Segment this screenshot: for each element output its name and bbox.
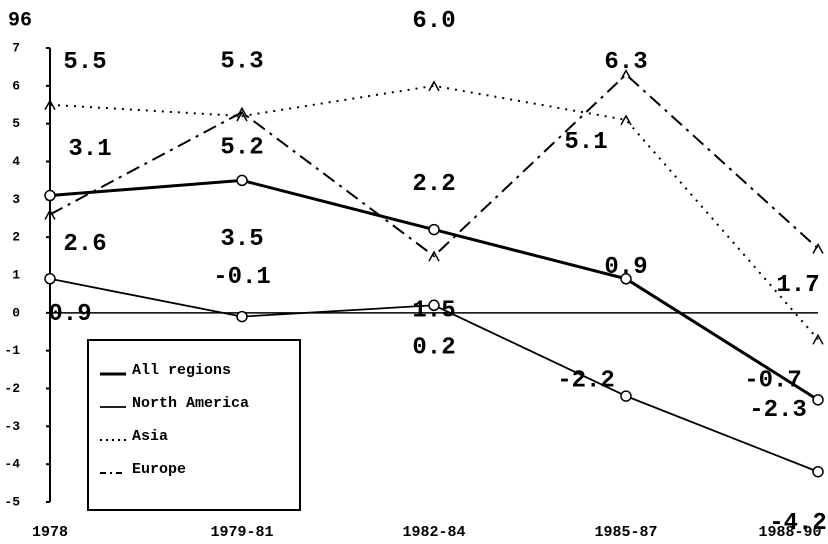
y-axis-label: 96: [8, 9, 32, 32]
data-label: 1.5: [412, 297, 455, 324]
series-line: [49, 73, 819, 258]
x-tick-label: 1988-90: [758, 524, 821, 541]
point: [44, 208, 56, 220]
data-label: -4.2: [769, 510, 827, 537]
data-label: 1.7: [776, 272, 819, 299]
legend-label: Europe: [132, 461, 186, 478]
point: [236, 110, 248, 122]
point: [44, 273, 56, 285]
y-tick-label: -5: [4, 494, 20, 509]
data-label: 5.2: [220, 134, 263, 161]
y-tick-label: 4: [12, 154, 20, 169]
y-tick-label: 3: [12, 192, 20, 207]
point: [620, 273, 632, 285]
y-tick-label: 5: [12, 116, 20, 131]
point: [812, 242, 824, 254]
point: [812, 394, 824, 406]
legend-box: [87, 339, 301, 511]
point: [44, 99, 56, 111]
point: [236, 106, 248, 118]
data-label: 3.1: [68, 136, 111, 163]
data-label: -2.3: [749, 397, 807, 424]
point: [428, 80, 440, 92]
data-label: 0.9: [48, 301, 91, 328]
data-label: 0.2: [412, 335, 455, 362]
data-label: -2.2: [557, 367, 615, 394]
legend-label: Asia: [132, 428, 168, 445]
point: [428, 299, 440, 312]
y-tick-label: -1: [4, 343, 20, 358]
y-tick-label: 7: [12, 40, 20, 55]
data-label: 6.3: [604, 49, 647, 76]
data-label: 2.6: [63, 231, 106, 258]
point: [428, 223, 440, 236]
point: [620, 68, 632, 80]
y-tick-label: -3: [4, 419, 20, 434]
data-label: 5.3: [220, 49, 263, 76]
data-label: 2.2: [412, 171, 455, 198]
data-label: 5.5: [63, 49, 106, 76]
x-tick-label: 1982-84: [402, 524, 465, 541]
point: [812, 465, 824, 478]
y-tick-label: -2: [4, 381, 20, 396]
point: [428, 250, 440, 262]
point: [620, 114, 632, 126]
data-label: 6.0: [412, 8, 455, 35]
legend-label: All regions: [132, 362, 231, 379]
y-tick-label: 1: [12, 267, 20, 282]
series-line: [49, 84, 819, 340]
legend-label: North America: [132, 395, 249, 412]
point: [812, 333, 824, 345]
data-label: -0.7: [744, 368, 802, 395]
data-label: 3.5: [220, 226, 263, 253]
data-label: -0.1: [213, 264, 271, 291]
y-tick-label: -4: [4, 457, 20, 472]
x-tick-label: 1985-87: [594, 524, 657, 541]
x-tick-label: 1979-81: [210, 524, 273, 541]
y-tick-label: 0: [12, 305, 20, 320]
point: [620, 390, 632, 402]
point: [44, 189, 56, 202]
point: [236, 310, 248, 323]
point: [236, 174, 248, 187]
y-tick-label: 2: [12, 230, 20, 245]
x-tick-label: 1978: [32, 524, 68, 541]
data-label: 0.9: [604, 254, 647, 281]
data-label: 5.1: [564, 129, 607, 156]
y-tick-label: 6: [12, 78, 20, 93]
